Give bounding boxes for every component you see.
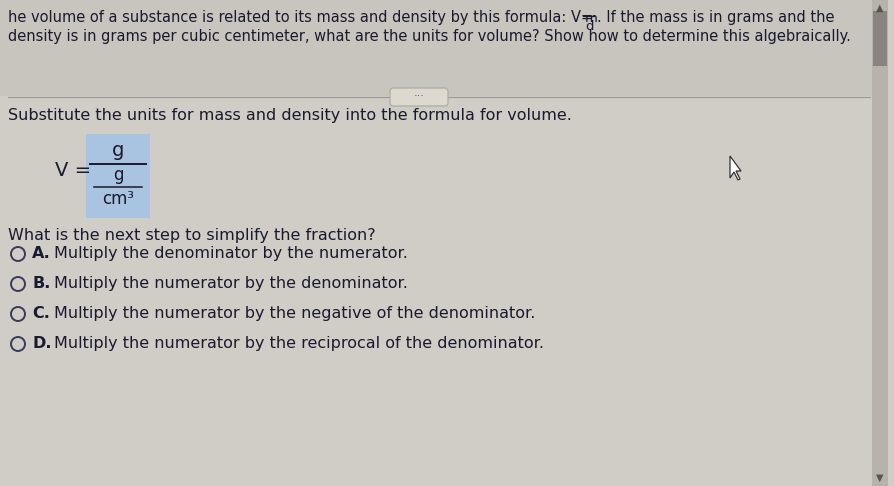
- Text: he volume of a substance is related to its mass and density by this formula: V=: he volume of a substance is related to i…: [8, 10, 593, 25]
- Text: ▼: ▼: [876, 473, 884, 483]
- FancyBboxPatch shape: [86, 134, 150, 218]
- Text: What is the next step to simplify the fraction?: What is the next step to simplify the fr…: [8, 228, 375, 243]
- FancyBboxPatch shape: [0, 0, 875, 96]
- Text: cm³: cm³: [102, 190, 134, 208]
- Text: g: g: [112, 140, 124, 159]
- Text: m: m: [585, 12, 598, 25]
- FancyBboxPatch shape: [390, 88, 448, 106]
- Text: ▲: ▲: [876, 3, 884, 13]
- Text: g: g: [113, 166, 123, 184]
- Text: D.: D.: [32, 336, 52, 351]
- Text: Multiply the numerator by the reciprocal of the denominator.: Multiply the numerator by the reciprocal…: [54, 336, 544, 351]
- Text: Multiply the denominator by the numerator.: Multiply the denominator by the numerato…: [54, 246, 408, 261]
- Text: . If the mass is in grams and the: . If the mass is in grams and the: [597, 10, 834, 25]
- Text: density is in grams per cubic centimeter, what are the units for volume? Show ho: density is in grams per cubic centimeter…: [8, 29, 851, 44]
- Text: V =: V =: [55, 161, 91, 180]
- FancyBboxPatch shape: [873, 11, 887, 66]
- Text: Multiply the numerator by the negative of the denominator.: Multiply the numerator by the negative o…: [54, 306, 536, 321]
- Polygon shape: [730, 156, 741, 180]
- Text: C.: C.: [32, 306, 50, 321]
- Text: B.: B.: [32, 276, 50, 291]
- Text: A.: A.: [32, 246, 51, 261]
- Text: d: d: [585, 20, 594, 33]
- Text: ···: ···: [414, 91, 425, 101]
- Text: Multiply the numerator by the denominator.: Multiply the numerator by the denominato…: [54, 276, 408, 291]
- FancyBboxPatch shape: [87, 137, 141, 169]
- Text: Substitute the units for mass and density into the formula for volume.: Substitute the units for mass and densit…: [8, 108, 572, 123]
- FancyBboxPatch shape: [872, 0, 888, 486]
